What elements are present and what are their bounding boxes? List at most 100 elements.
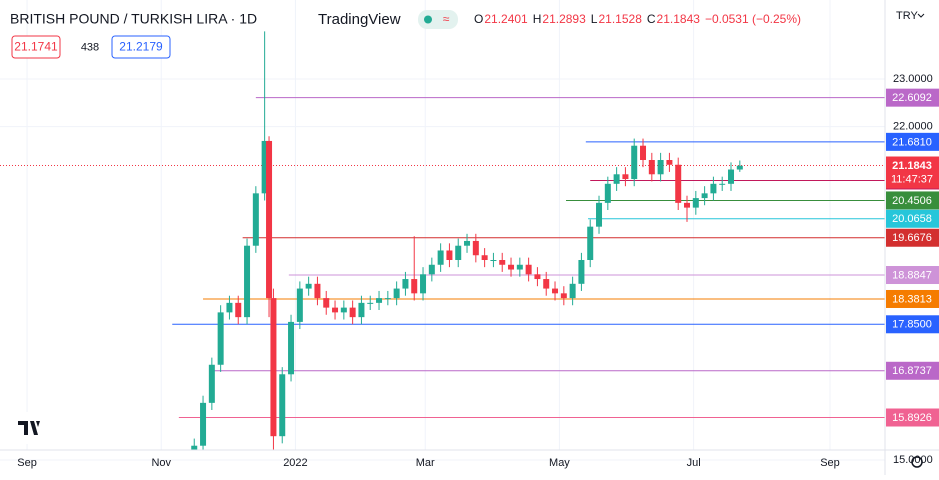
candle-body <box>358 302 365 318</box>
level-label-bg <box>886 315 939 334</box>
level-label: 18.3813 <box>892 293 932 305</box>
candle-body <box>446 250 453 260</box>
bid-box[interactable] <box>11 35 61 59</box>
candle-body <box>235 302 242 318</box>
level-label-bg <box>886 289 939 308</box>
x-tick-label: Mar <box>416 457 435 469</box>
candle-body <box>613 174 620 184</box>
candle-body <box>464 240 471 246</box>
level-label-bg <box>886 191 939 210</box>
settings-icon[interactable] <box>911 456 923 468</box>
candle-body <box>349 307 356 318</box>
candle-body <box>728 169 735 184</box>
candle-body <box>675 164 682 203</box>
candle-body <box>252 193 259 246</box>
candle-body <box>622 174 629 180</box>
chart-title: BRITISH POUND / TURKISH LIRA · 1D <box>10 11 257 27</box>
candle-body <box>604 183 611 203</box>
x-tick-label: Nov <box>151 457 171 469</box>
candles <box>191 31 743 450</box>
candle-body <box>736 165 743 170</box>
candle-body <box>266 140 273 299</box>
market-status[interactable] <box>418 10 458 29</box>
logo <box>18 421 40 435</box>
candle-body <box>578 260 585 284</box>
x-tick-label: 2022 <box>283 457 307 469</box>
ohlc-key: O <box>474 12 483 26</box>
spread: 438 <box>81 41 99 53</box>
last-price-bg <box>886 156 939 189</box>
candle-body <box>552 288 559 294</box>
levels <box>0 97 885 418</box>
candle-body <box>543 279 550 289</box>
status-dot <box>424 15 432 24</box>
level-label-bg <box>886 408 939 427</box>
ask: 21.2179 <box>119 40 163 54</box>
candle-body <box>279 374 286 437</box>
candle-body <box>332 307 339 313</box>
candle-body <box>305 283 312 289</box>
candle-body <box>420 274 427 294</box>
level-label: 20.4506 <box>892 195 932 207</box>
bid: 21.1741 <box>14 40 58 54</box>
candle-body <box>428 264 435 275</box>
currency-caret <box>917 13 925 18</box>
candle-body <box>208 364 215 403</box>
candle-body <box>376 298 383 303</box>
candle-body <box>455 245 462 260</box>
candle-body <box>499 260 506 265</box>
level-label: 15.8926 <box>892 412 932 424</box>
level-label: 19.6676 <box>892 232 932 244</box>
x-tick-label: Sep <box>820 457 840 469</box>
candle-body <box>701 193 708 199</box>
level-label-bg <box>886 88 939 107</box>
candle-body <box>516 264 523 270</box>
candle-body <box>314 283 321 299</box>
level-label-bg <box>886 361 939 380</box>
candle-body <box>437 250 444 265</box>
candle-body <box>508 264 515 270</box>
level-label-bg <box>886 209 939 228</box>
candle-body <box>270 298 277 437</box>
candle-body <box>481 255 488 260</box>
candle-body <box>569 283 576 299</box>
ohlc-key: C <box>647 12 656 26</box>
ask-box[interactable] <box>111 35 171 59</box>
candle-body <box>587 226 594 260</box>
x-tick-label: May <box>549 457 570 469</box>
x-tick-label: Sep <box>17 457 37 469</box>
level-label: 21.6810 <box>892 136 932 148</box>
candle-body <box>648 160 655 175</box>
level-label-bg <box>886 132 939 151</box>
axis: Sep Nov 2022 Mar May Jul Sep 15.000022.000023.0… <box>17 73 939 469</box>
level-label: 20.0658 <box>892 213 932 225</box>
currency[interactable]: TRY <box>896 10 918 22</box>
logo-box[interactable] <box>12 412 46 444</box>
candle-body <box>191 445 198 450</box>
candle-body <box>200 402 207 446</box>
candle-body <box>719 183 726 185</box>
x-tick-label: Jul <box>687 457 701 469</box>
candle-body <box>490 260 497 261</box>
candle-body <box>657 160 664 175</box>
level-label: 18.8847 <box>892 269 932 281</box>
candle-body <box>640 145 647 160</box>
candle-body <box>472 240 479 256</box>
candle-body <box>692 198 699 208</box>
y-tick-label: 22.0000 <box>893 121 933 133</box>
brand: TradingView <box>318 11 401 28</box>
ohlc-key: L <box>591 12 598 26</box>
ohlc-value: 21.1528 <box>598 12 642 26</box>
grid <box>0 0 885 461</box>
candle-body <box>340 307 347 313</box>
ohlc-value: 21.2893 <box>542 12 586 26</box>
ohlc: O 21.2401 H 21.2893 L 21.1528 C 21.1843 −0.0531 … <box>474 12 801 26</box>
candle-body <box>684 202 691 208</box>
ohlc-key: H <box>533 12 542 26</box>
candle-body <box>367 302 374 304</box>
candle-body <box>666 160 673 165</box>
level-label: 22.6092 <box>892 92 932 104</box>
candle-body <box>288 321 295 375</box>
candle-body <box>411 279 418 294</box>
